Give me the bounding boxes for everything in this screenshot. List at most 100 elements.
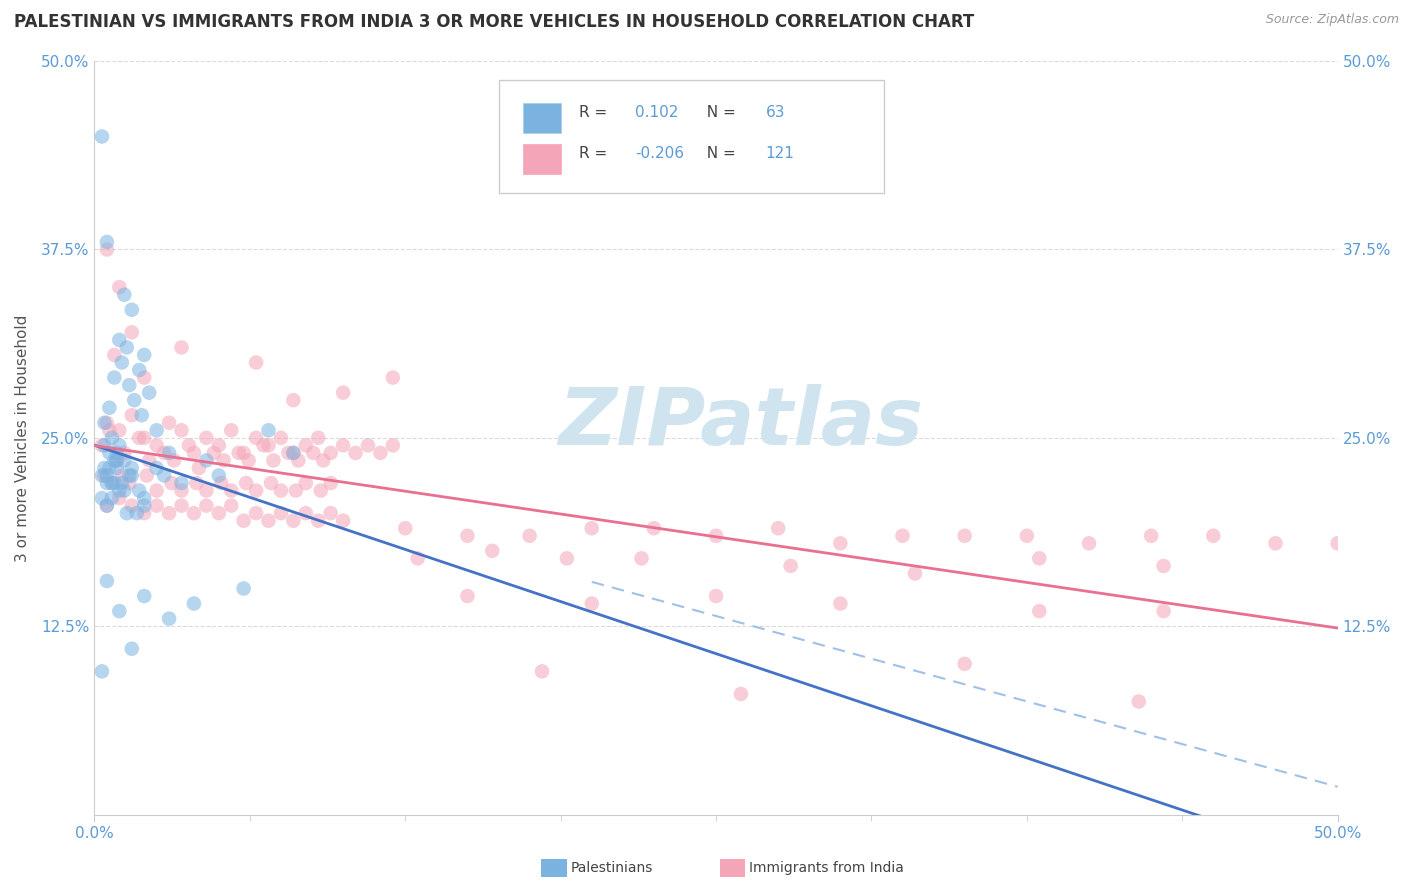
Point: [1153, 558, 1175, 573]
Point: [319, 476, 342, 491]
Point: [186, 476, 208, 491]
Point: [170, 340, 193, 354]
Point: [96, 468, 118, 483]
Point: [344, 446, 367, 460]
Point: [332, 514, 354, 528]
Point: [134, 506, 156, 520]
Point: [209, 476, 232, 491]
Point: [555, 551, 578, 566]
Point: [252, 438, 274, 452]
Point: [138, 453, 160, 467]
Point: [260, 476, 283, 491]
Point: [103, 370, 125, 384]
Point: [157, 446, 180, 460]
Point: [332, 438, 354, 452]
Point: [157, 612, 180, 626]
Point: [394, 521, 416, 535]
Point: [118, 476, 141, 491]
Point: [381, 370, 404, 384]
Point: [121, 408, 143, 422]
Text: Immigrants from India: Immigrants from India: [749, 861, 904, 875]
Point: [456, 589, 478, 603]
Point: [307, 514, 329, 528]
Point: [830, 597, 852, 611]
Point: [90, 491, 112, 505]
Text: 121: 121: [766, 145, 794, 161]
Point: [134, 589, 156, 603]
Point: [219, 499, 242, 513]
Point: [263, 453, 285, 467]
Point: [90, 129, 112, 144]
Point: [90, 665, 112, 679]
Point: [96, 499, 118, 513]
Point: [643, 521, 665, 535]
Point: [103, 476, 125, 491]
Point: [121, 302, 143, 317]
Point: [96, 235, 118, 249]
Point: [195, 431, 218, 445]
Point: [108, 438, 131, 452]
Point: [101, 431, 124, 445]
Point: [135, 468, 157, 483]
Point: [121, 499, 143, 513]
Point: [121, 641, 143, 656]
Point: [245, 355, 267, 369]
Point: [1078, 536, 1101, 550]
Point: [730, 687, 752, 701]
FancyBboxPatch shape: [523, 103, 561, 133]
Point: [953, 657, 976, 671]
Point: [212, 453, 235, 467]
Point: [704, 529, 727, 543]
Point: [134, 491, 156, 505]
Point: [145, 483, 167, 498]
Point: [1140, 529, 1163, 543]
Point: [195, 499, 218, 513]
Point: [96, 476, 118, 491]
Point: [90, 438, 112, 452]
Point: [177, 438, 200, 452]
Point: [270, 431, 292, 445]
Point: [232, 514, 254, 528]
Point: [208, 468, 231, 483]
Point: [108, 491, 131, 505]
Text: R =: R =: [579, 145, 613, 161]
Point: [830, 536, 852, 550]
Point: [131, 408, 153, 422]
Point: [121, 461, 143, 475]
Point: [108, 423, 131, 437]
Point: [93, 438, 115, 452]
Point: [96, 574, 118, 588]
Point: [111, 355, 134, 369]
Point: [153, 446, 176, 460]
Point: [357, 438, 380, 452]
Point: [103, 348, 125, 362]
Point: [163, 453, 186, 467]
Text: N =: N =: [697, 105, 741, 120]
Point: [98, 461, 121, 475]
Point: [235, 476, 257, 491]
Point: [779, 558, 801, 573]
Point: [232, 446, 254, 460]
Point: [891, 529, 914, 543]
Point: [111, 468, 134, 483]
Point: [145, 438, 167, 452]
Point: [228, 446, 250, 460]
Point: [112, 453, 135, 467]
Point: [96, 499, 118, 513]
Point: [105, 446, 128, 460]
Point: [257, 423, 280, 437]
Text: N =: N =: [697, 145, 741, 161]
Point: [128, 431, 150, 445]
Text: 0.102: 0.102: [636, 105, 679, 120]
Point: [1202, 529, 1225, 543]
Point: [766, 521, 789, 535]
Point: [232, 582, 254, 596]
Point: [704, 589, 727, 603]
Text: Source: ZipAtlas.com: Source: ZipAtlas.com: [1265, 13, 1399, 27]
Point: [105, 453, 128, 467]
Point: [157, 416, 180, 430]
Point: [122, 393, 145, 408]
Point: [312, 453, 335, 467]
Point: [904, 566, 927, 581]
Point: [96, 416, 118, 430]
